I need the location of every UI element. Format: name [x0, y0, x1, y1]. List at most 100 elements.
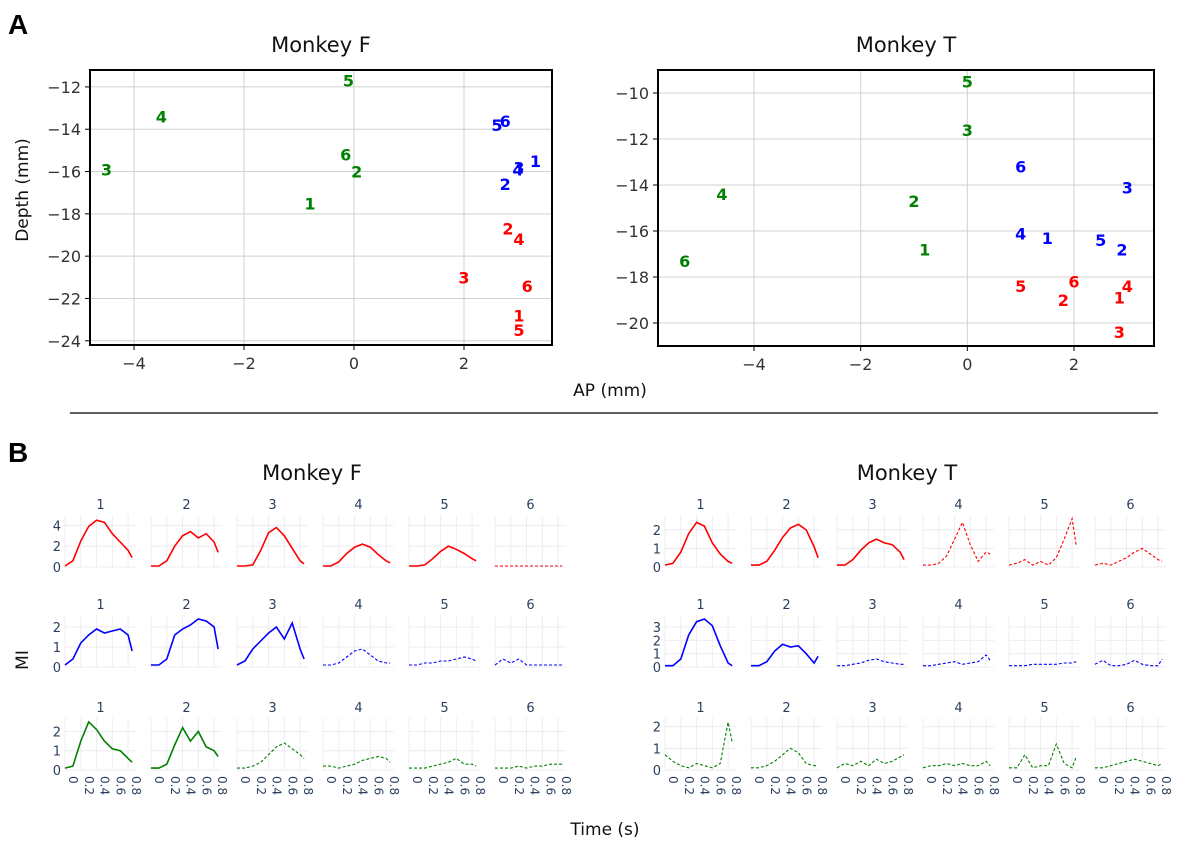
mini-x-tick-label: 0.8	[387, 776, 401, 795]
point-label-red: 2	[502, 220, 513, 239]
y-tick-label: −22	[47, 289, 81, 308]
mini-x-tick-label: 0.2	[168, 776, 182, 795]
mini-panel: 2 0 0.2 0.4 0.6 0.8	[750, 701, 829, 795]
mi-series-line-blue	[923, 654, 991, 667]
point-label-blue: 4	[1015, 224, 1026, 243]
mini-panel-label: 4	[354, 498, 362, 513]
mini-plot-area	[237, 718, 308, 770]
y-tick-label: −12	[615, 130, 649, 149]
mini-plot-area	[495, 515, 566, 567]
mini-y-tick-label: 2	[653, 721, 661, 736]
mini-panel: 6	[494, 498, 566, 568]
mini-plot-area	[1095, 718, 1166, 770]
mini-panel-label: 6	[526, 701, 534, 716]
mini-panel: 4	[922, 598, 994, 668]
mini-x-tick-label: 0.8	[1159, 776, 1173, 795]
y-tick-label: −16	[615, 222, 649, 241]
mini-plot-area	[151, 515, 222, 567]
mini-panel-label: 4	[954, 598, 962, 613]
mini-panel-label: 1	[96, 701, 104, 716]
mini-panel-label: 3	[868, 598, 876, 613]
mi-series-line-red	[923, 520, 991, 566]
mini-plot-area	[409, 515, 480, 567]
mini-panel-label: 4	[354, 701, 362, 716]
mini-y-tick-label: 2	[53, 725, 61, 740]
mini-x-tick-label: 0.8	[301, 776, 315, 795]
mini-panel-label: 1	[96, 498, 104, 513]
mini-y-tick-label: 0	[653, 661, 661, 676]
mini-panel-label: 3	[868, 498, 876, 513]
mi-series-line-green	[664, 722, 733, 769]
point-label-blue: 1	[530, 152, 541, 171]
plot-frame	[89, 69, 553, 346]
point-label-green: 3	[101, 160, 112, 179]
mini-x-tick-label: 0.2	[854, 776, 868, 795]
plot-frame	[657, 69, 1155, 347]
mini-panel: 4	[922, 498, 994, 568]
mini-panel: 1 0 1 2	[53, 598, 136, 676]
mini-x-tick-label: 0	[238, 776, 252, 784]
mi-series-line-green	[495, 763, 563, 769]
mini-y-tick-label: 3	[653, 621, 661, 636]
mini-x-tick-label: 0	[66, 776, 80, 784]
mini-x-tick-label: 0.4	[528, 776, 542, 795]
mini-panel-label: 2	[182, 598, 190, 613]
mini-panel-label: 6	[1126, 498, 1134, 513]
point-label-blue: 3	[1122, 178, 1133, 197]
mini-x-tick-label: 0.6	[971, 776, 985, 795]
y-axis-label: Depth (mm)	[13, 138, 33, 242]
point-label-red: 4	[1122, 277, 1133, 296]
mini-panel: 4 0 0.2 0.4 0.6 0.8	[322, 701, 401, 795]
mini-y-tick-label: 2	[653, 634, 661, 649]
mini-x-tick-label: 0	[152, 776, 166, 784]
mini-plot-area	[1095, 515, 1166, 567]
mini-panel-label: 3	[868, 701, 876, 716]
mini-x-tick-label: 0.8	[1073, 776, 1087, 795]
mini-panel: 5	[408, 598, 480, 668]
y-tick-label: −20	[615, 314, 649, 333]
point-label-green: 2	[908, 192, 919, 211]
mini-panel-label: 1	[96, 598, 104, 613]
mini-panel-label: 5	[1040, 598, 1048, 613]
mini-plot-area	[1009, 515, 1080, 567]
mi-series-line-red	[237, 526, 305, 567]
mini-x-tick-label: 0.2	[682, 776, 696, 795]
mini-panel-label: 6	[1126, 701, 1134, 716]
mini-y-tick-label: 2	[653, 524, 661, 539]
chart-title: Monkey T	[857, 461, 958, 485]
mi-series-line-red	[64, 519, 133, 567]
plot-area	[658, 70, 1154, 346]
point-label-red: 1	[1114, 289, 1125, 308]
mini-x-tick-label: 0	[410, 776, 424, 784]
mi-series-line-red	[664, 521, 733, 566]
point-label-green: 4	[716, 185, 727, 204]
point-label-blue: 6	[1015, 158, 1026, 177]
mini-x-tick-label: 0.8	[729, 776, 743, 795]
mini-y-tick-label: 0	[53, 764, 61, 779]
mi-series-line-red	[323, 543, 391, 567]
mini-x-tick-label: 0	[924, 776, 938, 784]
x-tick-label: 0	[962, 355, 972, 374]
mini-x-tick-label: 0.8	[901, 776, 915, 795]
mini-y-tick-label: 0	[653, 764, 661, 779]
mi-series-line-red	[409, 545, 477, 567]
point-label-red: 5	[513, 321, 524, 340]
mi-series-line-red	[751, 523, 819, 566]
mini-x-tick-label: 0.2	[512, 776, 526, 795]
mini-plot-area	[409, 615, 480, 667]
mini-x-tick-label: 0.8	[129, 776, 143, 795]
x-tick-label: 2	[459, 354, 469, 373]
mini-panel: 6	[494, 598, 566, 668]
mini-panel-label: 5	[440, 498, 448, 513]
mini-panel: 4	[322, 498, 394, 568]
mi-series-line-green	[836, 754, 905, 769]
mi-series-line-green	[409, 757, 477, 769]
mi-series-line-blue	[409, 656, 477, 666]
mini-plot-area	[665, 615, 736, 667]
point-label-red: 3	[458, 268, 469, 287]
mini-panel-label: 2	[782, 498, 790, 513]
point-label-red: 6	[1068, 273, 1079, 292]
